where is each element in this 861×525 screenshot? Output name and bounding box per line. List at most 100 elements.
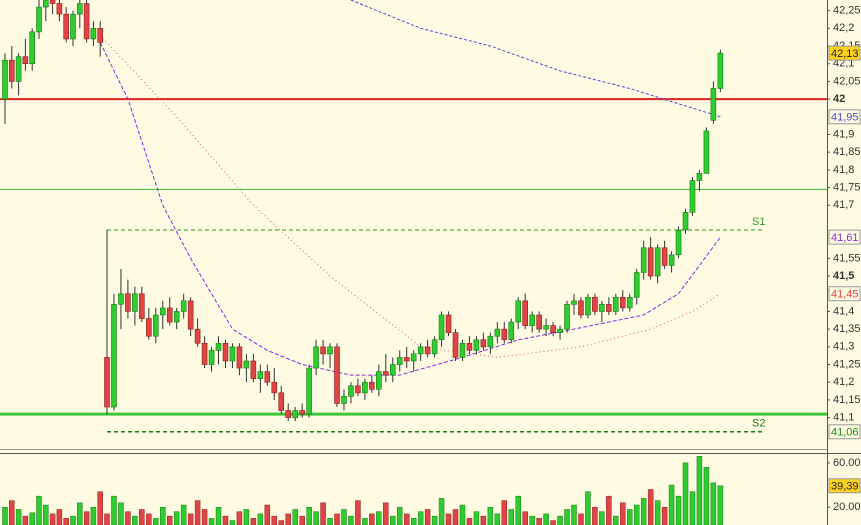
volume-bar xyxy=(153,518,159,525)
candle-body xyxy=(494,328,501,337)
candle-body xyxy=(682,212,689,231)
volume-bar xyxy=(410,518,417,525)
candle-body xyxy=(654,247,661,277)
volume-bar xyxy=(173,511,180,525)
volume-bar xyxy=(187,513,194,525)
candle-body xyxy=(236,346,243,369)
candle-body xyxy=(348,385,354,397)
candle-body xyxy=(466,342,473,351)
volume-bar xyxy=(529,515,535,525)
volume-bar xyxy=(585,491,591,525)
candle-body xyxy=(564,304,570,330)
candle-body xyxy=(285,410,292,418)
candle-body xyxy=(271,381,278,394)
candle-body xyxy=(313,346,319,369)
price-marker xyxy=(828,286,861,302)
y-tick-label: 41,9 xyxy=(833,128,854,140)
volume-bar xyxy=(250,518,257,525)
y-tick-label: 41,25 xyxy=(833,358,861,370)
candle-body xyxy=(355,385,361,394)
volume-bar xyxy=(487,507,494,525)
y-tick-label: 41,35 xyxy=(833,323,861,335)
candle-body xyxy=(341,396,347,404)
candle-body xyxy=(599,304,605,312)
level-label: S2 xyxy=(752,418,765,430)
volume-bar xyxy=(613,515,619,525)
candle-body xyxy=(159,307,166,316)
y-tick-label: 42,05 xyxy=(833,75,861,87)
price-panel: S1 S2 xyxy=(0,0,827,433)
candle-body xyxy=(118,293,124,305)
volume-bar xyxy=(201,509,208,525)
volume-bar xyxy=(703,467,710,525)
price-marker xyxy=(828,478,861,494)
volume-panel xyxy=(2,456,724,525)
volume-bar xyxy=(104,513,110,525)
y-tick-label: 41,4 xyxy=(833,305,854,317)
candle-body xyxy=(613,296,619,312)
volume-bar xyxy=(390,515,396,525)
candle-body xyxy=(132,293,138,312)
y-tick-label: 42 xyxy=(833,93,845,105)
candle-body xyxy=(619,296,626,309)
volume-bar xyxy=(383,502,389,525)
candle-body xyxy=(29,31,36,65)
candle-body xyxy=(369,381,375,390)
volume-bar xyxy=(132,515,138,525)
volume-bar xyxy=(682,462,689,525)
volume-bar xyxy=(473,511,480,525)
candle-body xyxy=(125,293,131,312)
y-tick-label: 42,25 xyxy=(833,5,861,17)
candle-body xyxy=(459,342,466,358)
candle-body xyxy=(431,339,438,355)
candle-body xyxy=(557,328,563,333)
candle-body xyxy=(668,254,675,266)
volume-bar xyxy=(83,511,90,525)
volume-bar xyxy=(285,513,291,525)
candle-body xyxy=(550,325,556,333)
volume-bar xyxy=(292,509,298,525)
volume-bar xyxy=(118,502,124,525)
candle-body xyxy=(710,88,717,121)
price-marker-label: 42,13 xyxy=(831,48,859,60)
candle-body xyxy=(536,314,542,330)
candle-body xyxy=(675,229,682,256)
volume-bar xyxy=(229,520,236,525)
candle-body xyxy=(389,364,396,376)
volume-bar xyxy=(564,509,570,525)
volume-bar xyxy=(543,513,549,525)
candle-body xyxy=(173,311,180,323)
volume-bar xyxy=(29,512,35,525)
candle-body xyxy=(63,13,70,40)
y-tick-label: 41,2 xyxy=(833,376,854,388)
y-tick-label: 41,75 xyxy=(833,181,861,193)
moving-average xyxy=(99,35,721,358)
candle-body xyxy=(83,3,90,40)
volume-bar xyxy=(63,518,69,525)
y-tick-label: 41,85 xyxy=(833,146,861,158)
volume-bar xyxy=(341,509,347,525)
y-tick-label: 41,7 xyxy=(833,199,854,211)
volume-bar xyxy=(578,513,584,525)
candle-body xyxy=(15,56,22,82)
volume-bar xyxy=(417,511,424,525)
moving-average xyxy=(350,0,721,118)
volume-bar xyxy=(70,515,76,525)
volume-bar xyxy=(438,498,445,525)
candle-body xyxy=(49,0,56,4)
volume-bar xyxy=(557,515,563,525)
volume-bar xyxy=(431,515,438,525)
volume-bar xyxy=(710,482,717,525)
volume-bar xyxy=(466,518,473,525)
volume-bar xyxy=(717,485,724,525)
candle-body xyxy=(264,371,271,383)
volume-bar xyxy=(139,509,145,525)
candle-body xyxy=(194,328,201,344)
volume-bar xyxy=(320,502,326,525)
volume-bar xyxy=(243,509,250,525)
volume-bar xyxy=(501,500,508,525)
candle-body xyxy=(257,371,264,379)
candle-body xyxy=(633,272,640,298)
price-marker xyxy=(828,109,861,125)
volume-bar xyxy=(15,509,22,525)
